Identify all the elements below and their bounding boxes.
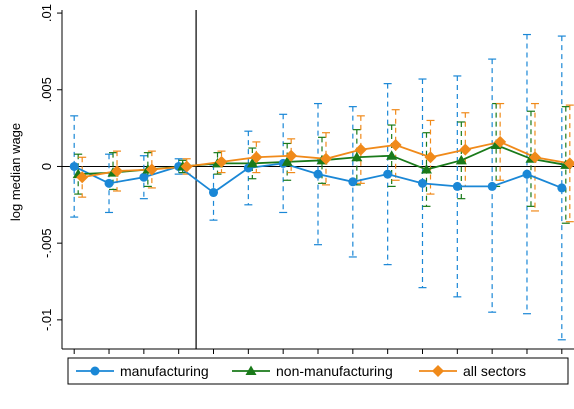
y-tick-label: -.01 [39,309,54,331]
data-point [420,164,432,174]
legend-marker [245,365,257,375]
data-point [285,149,298,162]
data-point [459,143,472,156]
legend-marker [432,365,444,377]
data-point [348,177,358,187]
data-point [452,181,462,191]
y-tick-label: -.005 [39,228,54,258]
data-point [494,135,507,148]
data-point [111,165,124,178]
data-point [139,172,149,182]
data-point [386,150,398,160]
data-point [246,157,258,168]
data-point [320,152,332,165]
y-tick-label: 0 [39,163,54,170]
data-point [424,151,437,164]
y-axis: .01 .005 0 -.005 -.01 [39,4,62,331]
data-point [455,154,467,165]
data-point [250,151,263,164]
data-point [528,151,541,164]
data-point [145,163,158,176]
data-point [354,143,367,156]
data-point [180,160,193,173]
data-point [69,161,79,171]
data-point [215,155,228,168]
legend-box [67,357,569,385]
data-point [281,156,293,166]
legend-label: non-manufacturing [276,363,393,379]
data-point [76,171,89,184]
data-point [351,151,363,162]
legend-label: all sectors [463,363,526,379]
data-point [209,188,219,198]
data-point [563,157,574,170]
data-point [487,181,497,191]
data-point [104,178,114,188]
confidence-intervals [70,33,574,341]
y-axis-title: log median wage [8,123,23,221]
data-point [389,138,402,151]
y-tick-label: .005 [39,77,54,102]
data-point [383,169,393,179]
legend-label: manufacturing [120,363,209,379]
series-markers [69,135,574,198]
data-point [417,178,427,188]
legend-marker [90,366,100,376]
marker-group [76,135,574,184]
data-point [557,183,567,193]
y-tick-label: .01 [39,4,54,22]
data-point [522,169,532,179]
data-point [313,169,323,179]
legend: manufacturing non-manufacturing all sector… [67,357,569,385]
